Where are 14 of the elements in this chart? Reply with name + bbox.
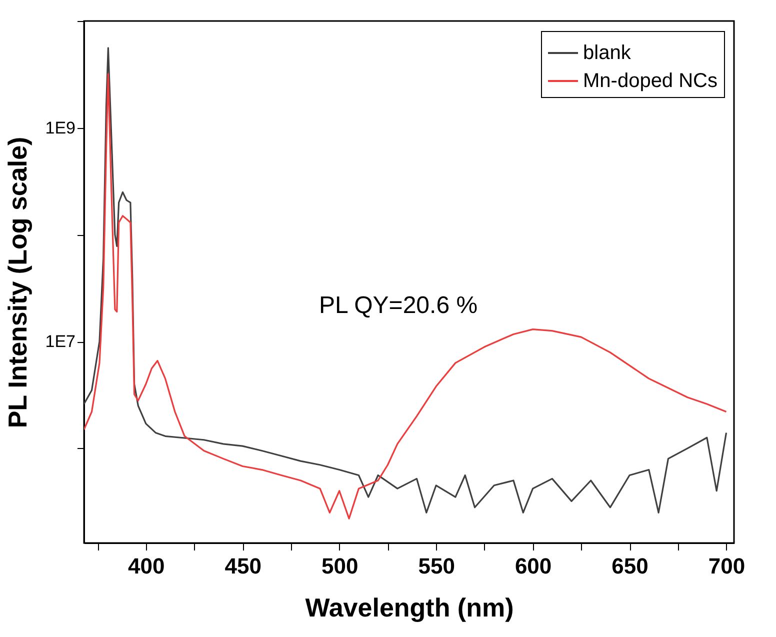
- legend-label: Mn-doped NCs: [583, 70, 718, 92]
- x-axis-title: Wavelength (nm): [305, 592, 514, 622]
- x-tick-label: 400: [128, 554, 165, 578]
- annotation: PL QY=20.6 %: [319, 292, 478, 319]
- x-tick-label: 550: [418, 554, 455, 578]
- x-tick-label: 500: [322, 554, 358, 578]
- x-tick-label: 650: [612, 554, 648, 578]
- x-tick-label: 700: [708, 554, 746, 578]
- x-tick-label: 450: [224, 554, 262, 578]
- y-tick-label: 1E7: [45, 332, 76, 352]
- y-tick-label: 1E9: [45, 118, 76, 138]
- y-axis-title: PL Intensity (Log scale): [2, 136, 32, 428]
- x-tick-label: 600: [514, 554, 552, 578]
- legend-label: blank: [583, 42, 632, 64]
